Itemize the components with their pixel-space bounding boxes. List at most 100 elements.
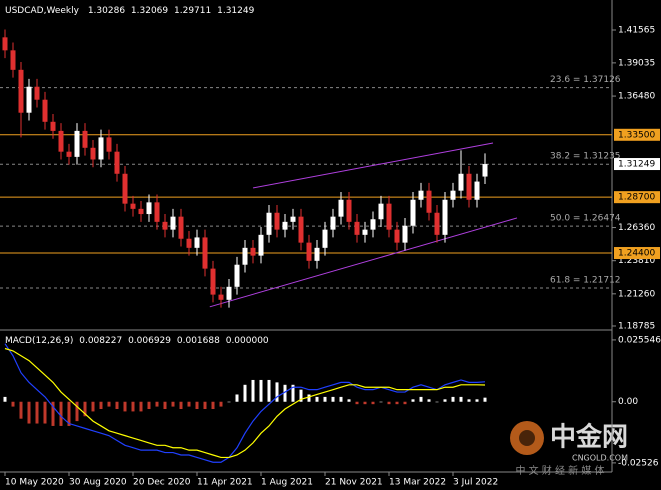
candle-body bbox=[194, 237, 200, 248]
histogram-bar bbox=[51, 401, 55, 426]
candle-body bbox=[34, 86, 40, 100]
watermark-site: CNGOLD.COM bbox=[572, 454, 628, 463]
candle-body bbox=[154, 202, 160, 222]
indicator-macd-value: 0.008227 bbox=[79, 336, 122, 346]
histogram-bar bbox=[475, 399, 479, 402]
level-label: 1.28700 bbox=[618, 193, 655, 203]
histogram-bar bbox=[411, 399, 415, 402]
histogram-bar bbox=[371, 401, 375, 405]
candle-body bbox=[474, 181, 480, 200]
fib-label: 23.6 = 1.37126 bbox=[550, 75, 621, 85]
histogram-bar bbox=[211, 401, 215, 410]
level-label-box bbox=[614, 247, 660, 260]
candle-body bbox=[170, 216, 176, 230]
candle-body bbox=[82, 130, 88, 148]
y-tick-label: 1.36480 bbox=[618, 92, 655, 102]
candle-body bbox=[306, 242, 312, 261]
histogram-bar bbox=[83, 401, 87, 417]
histogram-bar bbox=[107, 401, 111, 407]
histogram-bar bbox=[67, 401, 71, 426]
current-price-box bbox=[614, 158, 660, 171]
candle-body bbox=[258, 234, 264, 256]
indicator-name: MACD(12,26,9) bbox=[5, 336, 73, 346]
histogram-bar bbox=[323, 396, 327, 402]
fib-label: 38.2 = 1.31235 bbox=[550, 152, 621, 162]
histogram-bar bbox=[59, 401, 63, 426]
histogram-bar bbox=[467, 399, 471, 402]
histogram-bar bbox=[347, 399, 351, 402]
watermark-logo: 中金网 bbox=[550, 422, 628, 453]
histogram-bar bbox=[307, 394, 311, 402]
histogram-bar bbox=[91, 401, 95, 412]
channel-line bbox=[252, 142, 494, 189]
candle-body bbox=[442, 199, 448, 235]
histogram-bar bbox=[123, 401, 127, 412]
histogram-bar bbox=[315, 396, 319, 402]
histogram-bar bbox=[459, 396, 463, 402]
histogram-bar bbox=[251, 379, 255, 402]
y-tick-label: 1.41565 bbox=[618, 26, 655, 36]
y-tick-label: 1.26360 bbox=[618, 223, 655, 233]
level-label-box bbox=[614, 191, 660, 204]
candle-body bbox=[362, 229, 368, 235]
candle-body bbox=[210, 268, 216, 295]
histogram-bar bbox=[275, 382, 279, 402]
candle-body bbox=[274, 212, 280, 230]
x-tick-label: 11 Apr 2021 bbox=[197, 478, 253, 488]
symbol: USDCAD,Weekly bbox=[5, 6, 80, 16]
histogram-bar bbox=[403, 401, 407, 405]
level-label: 1.24400 bbox=[618, 249, 655, 259]
candle-body bbox=[42, 99, 48, 122]
candle-body bbox=[234, 264, 240, 287]
histogram-bar bbox=[43, 401, 47, 424]
indicator-y-tick-label: -0.02526 bbox=[618, 458, 659, 468]
candle-body bbox=[410, 199, 416, 226]
histogram-bar bbox=[35, 401, 39, 424]
x-tick-label: 1 Aug 2021 bbox=[261, 478, 313, 488]
candle-body bbox=[426, 190, 432, 213]
candle-body bbox=[130, 203, 136, 209]
candle-body bbox=[378, 203, 384, 220]
histogram-bar bbox=[395, 401, 399, 405]
histogram-bar bbox=[283, 384, 287, 402]
watermark: 中金网 CNGOLD.COM 中 文 财 经 新 媒 体 bbox=[510, 421, 628, 477]
histogram-bar bbox=[219, 401, 223, 407]
x-tick-label: 3 Jul 2022 bbox=[453, 478, 498, 488]
histogram-bar bbox=[3, 396, 7, 402]
candle-body bbox=[98, 137, 104, 160]
indicator-signal-value: 0.006929 bbox=[128, 336, 171, 346]
histogram-bar bbox=[243, 384, 247, 402]
candle-body bbox=[354, 221, 360, 235]
chart-header: USDCAD,Weekly 1.30286 1.32069 1.29711 1.… bbox=[5, 6, 255, 16]
histogram-bar bbox=[195, 401, 199, 410]
fib-label: 61.8 = 1.21712 bbox=[550, 275, 621, 285]
candle-body bbox=[242, 247, 248, 265]
channel-line bbox=[209, 217, 518, 308]
histogram-bar bbox=[11, 401, 15, 407]
histogram-bar bbox=[235, 394, 239, 402]
fib-label: 50.0 = 1.26474 bbox=[550, 214, 621, 224]
x-tick-label: 20 Dec 2020 bbox=[133, 478, 191, 488]
candle-body bbox=[290, 216, 296, 222]
watermark-tagline: 中 文 财 经 新 媒 体 bbox=[515, 464, 604, 477]
histogram-bar bbox=[291, 384, 295, 402]
candle-body bbox=[466, 173, 472, 200]
header-low: 1.29711 bbox=[174, 6, 211, 16]
histogram-bar bbox=[139, 401, 143, 412]
x-tick-label: 21 Nov 2021 bbox=[325, 478, 383, 488]
histogram-bar bbox=[171, 401, 175, 407]
histogram-bar bbox=[387, 401, 391, 405]
y-tick-label: 1.39035 bbox=[618, 58, 655, 68]
histogram-bar bbox=[331, 396, 335, 402]
candle-body bbox=[402, 225, 408, 243]
y-tick-label: 1.18785 bbox=[618, 321, 655, 331]
candle-body bbox=[114, 151, 120, 174]
indicator-y-tick-label: 0.00 bbox=[618, 397, 638, 407]
candle-body bbox=[314, 247, 320, 261]
histogram-bar bbox=[379, 401, 383, 403]
histogram-bar bbox=[227, 401, 231, 403]
level-label-box bbox=[614, 128, 660, 141]
histogram-bar bbox=[187, 401, 191, 407]
histogram-bar bbox=[299, 389, 303, 402]
